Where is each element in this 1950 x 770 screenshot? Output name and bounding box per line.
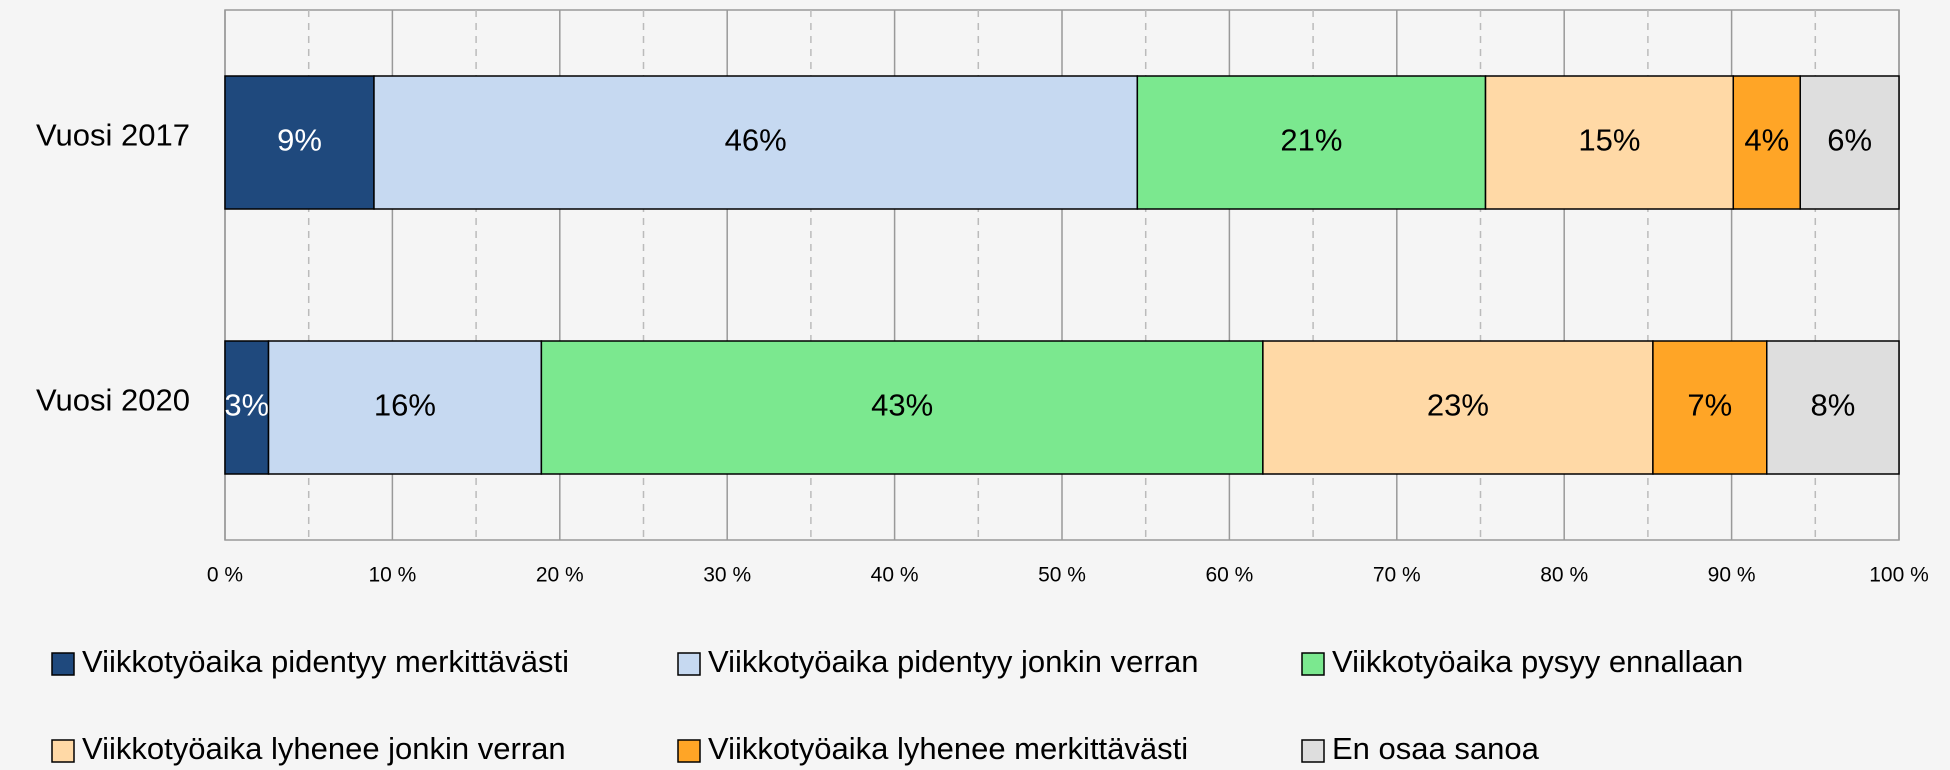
data-label: 46% <box>725 123 787 158</box>
bar-segment <box>540 340 1264 475</box>
legend-label: Viikkotyöaika pidentyy merkittävästi <box>82 644 569 679</box>
x-tick-label: 50 % <box>1038 564 1086 587</box>
legend-label: Viikkotyöaika lyhenee jonkin verran <box>82 731 566 766</box>
y-tick-label: Vuosi 2020 <box>36 383 190 418</box>
bar-segment <box>1136 75 1487 210</box>
x-tick-label: 40 % <box>871 564 919 587</box>
data-label: 23% <box>1427 388 1489 423</box>
x-tick-label: 10 % <box>368 564 416 587</box>
x-tick-label: 30 % <box>703 564 751 587</box>
x-tick-label: 60 % <box>1205 564 1253 587</box>
legend-swatch <box>1301 739 1325 763</box>
data-label: 15% <box>1578 123 1640 158</box>
legend-label: Viikkotyöaika pysyy ennallaan <box>1332 644 1743 679</box>
x-tick-label: 70 % <box>1373 564 1421 587</box>
bar-segment <box>1262 340 1654 475</box>
legend-swatch <box>51 652 75 676</box>
legend-label: Viikkotyöaika lyhenee merkittävästi <box>708 731 1188 766</box>
data-label: 3% <box>224 388 269 423</box>
legend-label: En osaa sanoa <box>1332 731 1540 766</box>
legend-swatch <box>51 739 75 763</box>
data-label: 7% <box>1687 388 1732 423</box>
bar-segment <box>224 75 375 210</box>
data-label: 8% <box>1810 388 1855 423</box>
bar-segment <box>224 340 270 475</box>
bar-segment <box>267 340 543 475</box>
bar-segment <box>373 75 1139 210</box>
x-tick-label: 0 % <box>207 564 243 587</box>
x-tick-label: 80 % <box>1540 564 1588 587</box>
legend-label: Viikkotyöaika pidentyy jonkin verran <box>708 644 1199 679</box>
data-label: 16% <box>374 388 436 423</box>
x-tick-label: 90 % <box>1708 564 1756 587</box>
data-label: 4% <box>1744 123 1789 158</box>
bar-segment <box>1652 340 1768 475</box>
bar-segment <box>1766 340 1900 475</box>
y-tick-label: Vuosi 2017 <box>36 118 190 153</box>
x-tick-label: 20 % <box>536 564 584 587</box>
data-label: 43% <box>871 388 933 423</box>
legend-swatch <box>1301 652 1325 676</box>
bar-segment <box>1484 75 1735 210</box>
legend-swatch <box>677 652 701 676</box>
legend-swatch <box>677 739 701 763</box>
bar-segment <box>1799 75 1900 210</box>
data-label: 6% <box>1827 123 1872 158</box>
x-tick-label: 100 % <box>1869 564 1929 587</box>
data-label: 21% <box>1280 123 1342 158</box>
data-label: 9% <box>277 123 322 158</box>
